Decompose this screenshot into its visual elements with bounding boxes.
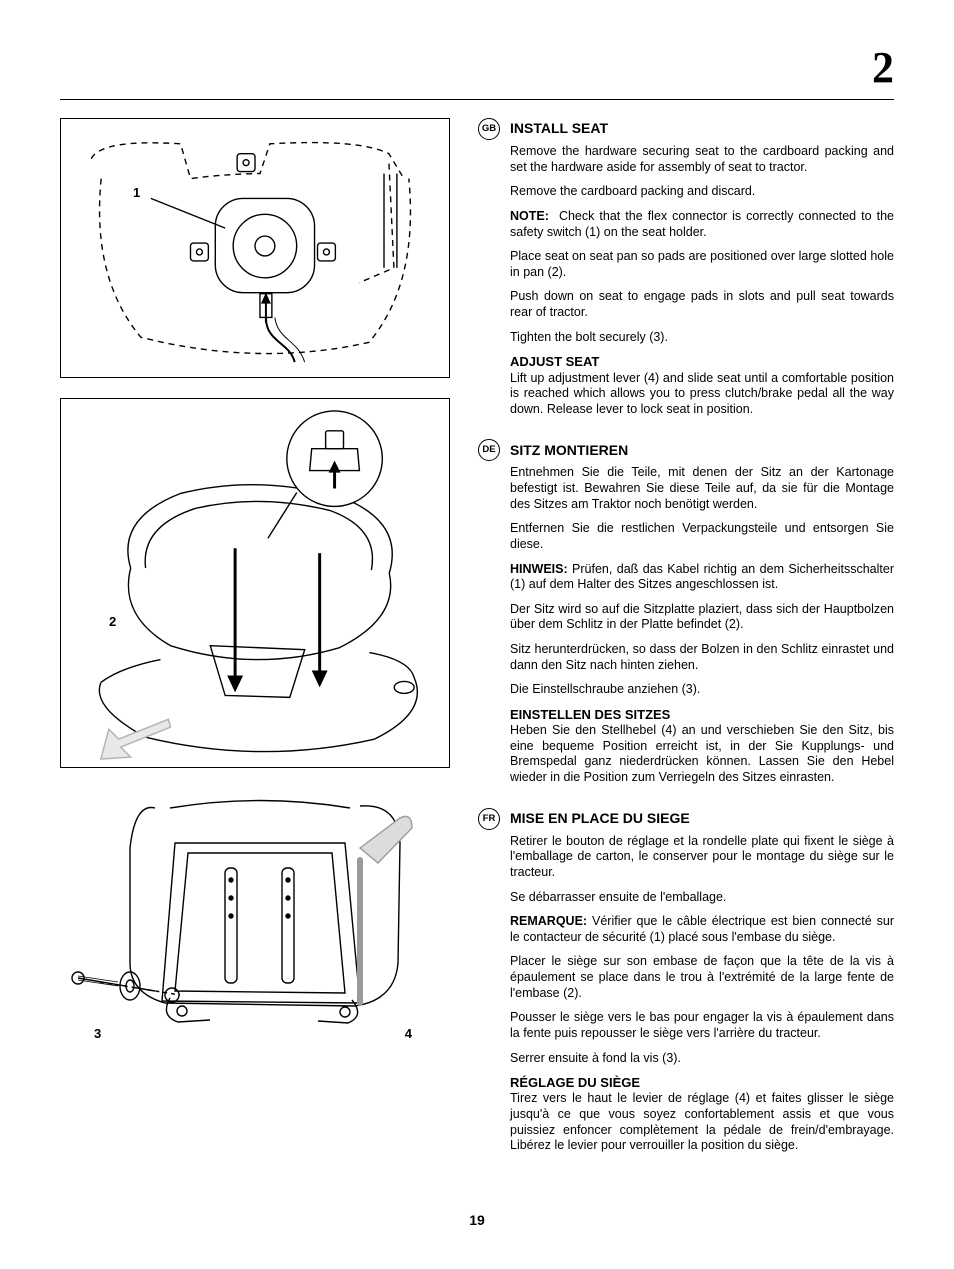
title-fr: MISE EN PLACE DU SIEGE [510,810,690,828]
callout-1: 1 [133,185,140,201]
lang-badge-gb: GB [478,118,500,140]
callout-4: 4 [405,1026,412,1042]
fr-p6: Serrer ensuite à fond la vis (3). [510,1051,894,1067]
de-note: HINWEIS: Prüfen, daß das Kabel richtig a… [510,562,894,593]
de-p6: Die Einstellschraube anziehen (3). [510,682,894,698]
fr-p4: Placer le siège sur son embase de façon … [510,954,894,1001]
gb-p1: Remove the hardware securing seat to the… [510,144,894,175]
divider [60,99,894,100]
section-de: DE SITZ MONTIEREN Entnehmen Sie die Teil… [510,439,894,785]
fr-p5: Pousser le siège vers le bas pour engage… [510,1010,894,1041]
callout-3: 3 [94,1026,101,1042]
title-gb: INSTALL SEAT [510,120,608,138]
figure-3-svg [60,788,450,1048]
figure-3: 3 4 [60,788,450,1048]
text-column: GB INSTALL SEAT Remove the hardware secu… [478,118,894,1176]
content-columns: 1 [60,118,894,1176]
fr-note-label: REMARQUE: [510,914,587,928]
fr-p2: Se débarrasser ensuite de l'emballage. [510,890,894,906]
figure-1: 1 [60,118,450,378]
gb-p3: Check that the flex connector is correct… [510,209,894,239]
section-fr: FR MISE EN PLACE DU SIEGE Retirer le bou… [510,808,894,1154]
de-p3: Prüfen, daß das Kabel richtig an dem Sic… [510,562,894,592]
gb-p6: Tighten the bolt securely (3). [510,330,894,346]
gb-sub: ADJUST SEAT [510,354,894,370]
fr-note: REMARQUE: Vérifier que le câble électriq… [510,914,894,945]
fr-p1: Retirer le bouton de réglage et la ronde… [510,834,894,881]
figure-2-svg [61,399,449,767]
de-p5: Sitz herunterdrücken, so dass der Bolzen… [510,642,894,673]
gb-p5: Push down on seat to engage pads in slot… [510,289,894,320]
de-p1: Entnehmen Sie die Teile, mit denen der S… [510,465,894,512]
fr-sub: RÉGLAGE DU SIÈGE [510,1075,894,1091]
title-de: SITZ MONTIEREN [510,442,628,460]
page-number: 19 [60,1212,894,1230]
lang-badge-de: DE [478,439,500,461]
figure-2: 2 [60,398,450,768]
figure-1-svg [61,119,449,377]
gb-note-label: NOTE: [510,209,549,223]
de-sub: EINSTELLEN DES SITZES [510,707,894,723]
gb-p2: Remove the cardboard packing and discard… [510,184,894,200]
figure-column: 1 [60,118,450,1176]
de-p4: Der Sitz wird so auf die Sitzplatte plaz… [510,602,894,633]
chapter-number: 2 [60,40,894,95]
fr-p7: Tirez vers le haut le levier de réglage … [510,1091,894,1154]
de-p2: Entfernen Sie die restlichen Verpackungs… [510,521,894,552]
de-p7: Heben Sie den Stellhebel (4) an und vers… [510,723,894,786]
de-note-label: HINWEIS: [510,562,568,576]
section-gb: GB INSTALL SEAT Remove the hardware secu… [510,118,894,417]
gb-p7: Lift up adjustment lever (4) and slide s… [510,371,894,418]
callout-2: 2 [109,614,116,630]
gb-p4: Place seat on seat pan so pads are posit… [510,249,894,280]
lang-badge-fr: FR [478,808,500,830]
gb-note: NOTE: Check that the flex connector is c… [510,209,894,240]
